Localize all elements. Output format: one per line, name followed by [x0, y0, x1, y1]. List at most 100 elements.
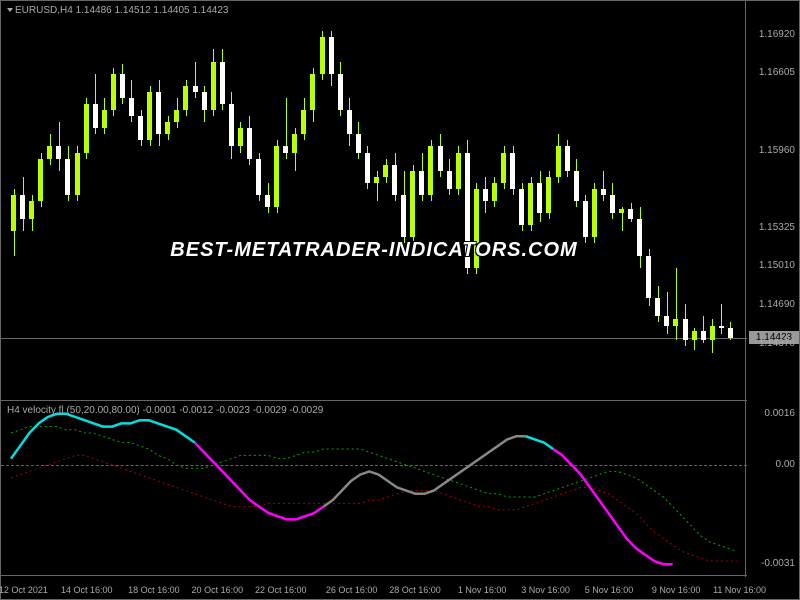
candle-body: [156, 92, 161, 134]
y-tick-label: 0.00: [776, 459, 795, 470]
candle-wick: [603, 171, 604, 201]
indicator-line: [526, 436, 554, 449]
candle-body: [111, 74, 116, 110]
x-tick-label: 28 Oct 16:00: [389, 585, 441, 595]
candle-body: [619, 209, 624, 213]
candle-body: [528, 183, 533, 225]
candle-body: [256, 159, 261, 195]
x-tick-label: 26 Oct 16:00: [326, 585, 378, 595]
candle-body: [610, 195, 615, 213]
y-tick-label: 1.14690: [759, 299, 795, 310]
x-tick-label: 3 Nov 16:00: [521, 585, 570, 595]
candle-body: [147, 92, 152, 140]
y-axis-main: 1.14423 1.169201.166051.159601.153251.15…: [745, 1, 799, 401]
indicator-line: [195, 443, 324, 520]
candle-body: [84, 104, 89, 152]
candle-body: [392, 165, 397, 195]
candle-body: [20, 195, 25, 219]
candle-body: [510, 153, 515, 189]
candle-body: [637, 219, 642, 255]
candle-body: [401, 195, 406, 237]
candle-body: [120, 74, 125, 98]
candle-body: [537, 183, 542, 213]
candle-body: [265, 195, 270, 207]
x-tick-label: 18 Oct 16:00: [128, 585, 180, 595]
candle-body: [410, 171, 415, 238]
candle-body: [165, 122, 170, 134]
x-tick-label: 12 Oct 2021: [0, 585, 48, 595]
y-tick-label: 1.15325: [759, 222, 795, 233]
candle-body: [728, 328, 733, 338]
candle-body: [701, 331, 706, 341]
main-chart[interactable]: BEST-METATRADER-INDICATORS.COM: [1, 1, 747, 401]
candle-body: [646, 256, 651, 298]
x-tick-label: 14 Oct 16:00: [61, 585, 113, 595]
candle-body: [710, 326, 715, 341]
candle-body: [138, 116, 143, 140]
candle-body: [211, 62, 216, 110]
candle-body: [683, 319, 688, 341]
x-tick-label: 1 Nov 16:00: [458, 585, 507, 595]
candle-body: [347, 110, 352, 134]
candle-body: [29, 201, 34, 219]
indicator-line: [11, 455, 737, 561]
indicator-line: [11, 414, 195, 459]
candle-body: [438, 146, 443, 170]
y-tick-label: 1.16605: [759, 67, 795, 78]
candle-body: [428, 146, 433, 194]
candle-body: [338, 74, 343, 110]
candle-wick: [195, 62, 196, 98]
candle-body: [556, 146, 561, 176]
x-tick-label: 11 Nov 16:00: [713, 585, 766, 595]
candle-body: [247, 128, 252, 158]
candle-body: [419, 171, 424, 195]
candle-body: [283, 146, 288, 152]
x-tick-label: 20 Oct 16:00: [192, 585, 244, 595]
candle-body: [310, 74, 315, 110]
candle-wick: [721, 304, 722, 334]
candle-body: [356, 134, 361, 152]
candle-body: [601, 189, 606, 195]
x-tick-label: 5 Nov 16:00: [585, 585, 634, 595]
candle-body: [329, 37, 334, 73]
candle-body: [447, 171, 452, 189]
indicator-title: H4 velocity fl (50,20.00,80.00) -0.0001 …: [7, 405, 323, 416]
y-tick-label: -0.0031: [761, 558, 795, 569]
y-tick-label: 0.0016: [764, 408, 795, 419]
candle-body: [193, 86, 198, 92]
candle-body: [501, 153, 506, 183]
candle-body: [238, 128, 243, 146]
candle-body: [565, 146, 570, 170]
candle-body: [11, 195, 16, 231]
candle-body: [229, 104, 234, 146]
candle-body: [664, 316, 669, 326]
candle-wick: [667, 292, 668, 334]
chart-container: EURUSD,H4 1.14486 1.14512 1.14405 1.1442…: [0, 0, 800, 600]
candle-body: [220, 62, 225, 104]
candle-body: [483, 189, 488, 201]
x-axis: 12 Oct 2021 14 Oct 16:00 18 Oct 16:00 20 Oc…: [1, 575, 747, 599]
candle-body: [519, 189, 524, 225]
candle-body: [301, 110, 306, 134]
price-line: [1, 338, 747, 339]
candle-body: [374, 177, 379, 183]
candle-body: [274, 146, 279, 207]
indicator-chart[interactable]: [1, 401, 747, 577]
watermark: BEST-METATRADER-INDICATORS.COM: [170, 239, 577, 262]
candle-body: [365, 153, 370, 183]
candle-body: [574, 171, 579, 201]
y-tick-label: 1.15960: [759, 145, 795, 156]
candle-body: [202, 92, 207, 110]
candle-body: [38, 159, 43, 201]
candle-wick: [676, 268, 677, 341]
candle-body: [129, 98, 134, 116]
y-tick-label: 1.16920: [759, 29, 795, 40]
candle-body: [65, 159, 70, 195]
x-tick-label: 9 Nov 16:00: [652, 585, 701, 595]
candle-body: [692, 331, 697, 341]
candle-body: [47, 146, 52, 158]
candle-body: [56, 146, 61, 158]
candle-body: [592, 189, 597, 237]
candle-body: [492, 183, 497, 201]
y-tick-label: 1.14370: [759, 338, 795, 349]
